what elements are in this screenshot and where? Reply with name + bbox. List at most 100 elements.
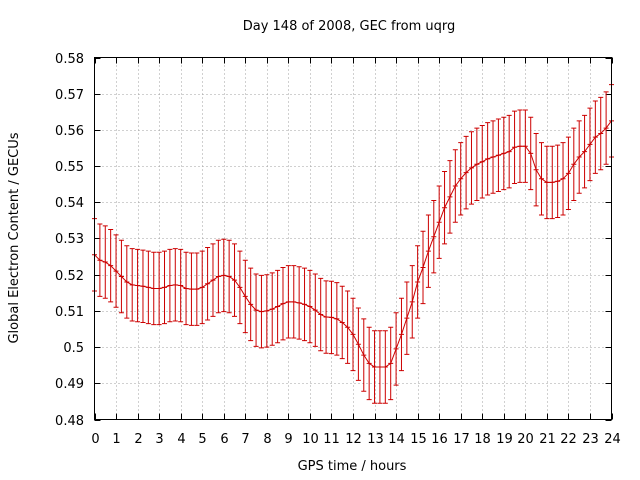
error-bar [528,116,534,191]
x-tick-label: 5 [198,432,206,447]
error-bar [221,238,227,313]
plot-frame [94,57,612,420]
error-bar [151,251,157,326]
error-bar-path [463,135,469,210]
x-tick-label: 2 [134,432,142,447]
error-bar-path [258,274,264,349]
error-bar [275,269,281,344]
error-bar-path [447,160,453,234]
x-tick-label: 8 [263,432,271,447]
error-bar [248,267,254,342]
error-bar [285,265,291,339]
error-bar-path [377,330,383,404]
error-bar [355,307,361,381]
error-bar [576,120,582,194]
error-bar-path [178,248,184,323]
error-bar-path [172,248,178,322]
x-tick-label: 24 [604,432,621,447]
error-bar [452,149,458,223]
error-bar [490,120,496,194]
error-bar [388,326,394,401]
error-bar [183,251,189,326]
error-bar [194,252,200,326]
error-bar-path [468,131,474,205]
x-tick-label: 20 [517,432,534,447]
error-bar-path [592,100,598,174]
error-bar-path [436,185,442,259]
error-bar [302,267,308,342]
x-tick-label: 23 [582,432,599,447]
error-bar [199,250,205,325]
error-bar-path [533,133,539,207]
error-bar [479,125,485,199]
error-bar-path [210,243,216,317]
x-tick-label: 11 [323,432,340,447]
error-bar [334,282,340,356]
y-tick-label: 0.49 [55,377,84,392]
error-bar-path [108,228,114,303]
error-bar-path [571,127,577,201]
x-tick-label: 22 [560,432,577,447]
error-bar-path [544,145,550,220]
error-bar-path [474,127,480,201]
error-bar [571,127,577,201]
error-bar [409,265,415,339]
error-bar [398,297,404,372]
x-tick-label: 18 [474,432,491,447]
error-bar [345,290,351,364]
error-bar [538,142,544,216]
error-bar [269,272,275,346]
error-bar [124,245,130,319]
error-bar-path [517,109,523,183]
error-bar-path [425,214,431,288]
error-bar [549,145,555,220]
error-bar-path [361,318,367,392]
x-tick-label: 17 [453,432,470,447]
error-bar-path [409,265,415,339]
error-bar [102,225,108,299]
x-tick-label: 4 [177,432,185,447]
error-bar-path [339,285,345,360]
error-bar-path [506,114,512,189]
error-bar [372,330,378,404]
error-bar [420,230,426,305]
error-bar-path [393,312,399,386]
x-tick-label: 19 [496,432,513,447]
error-bar-path [248,267,254,342]
error-bar [592,100,598,174]
error-bar [598,96,604,171]
error-bar [393,312,399,386]
error-bar-path [199,250,205,325]
error-bar-path [495,118,501,192]
error-bar-path [345,290,351,364]
x-tick-label: 10 [302,432,319,447]
error-bar-path [512,110,518,184]
error-bar [522,109,528,183]
error-bar-path [264,274,270,348]
error-bar-path [312,273,318,347]
error-bar [560,142,566,216]
error-bar-path [490,120,496,194]
error-bar-path [318,277,324,352]
error-bar-path [291,265,297,339]
error-bar-path [501,116,507,191]
error-bar [145,250,151,325]
error-bar-path [355,307,361,381]
error-bar [264,274,270,348]
error-bar-path [162,250,168,325]
error-bar [442,171,448,245]
error-bar-path [102,225,108,299]
error-bar [258,274,264,349]
error-bar [485,122,491,196]
error-bar-path [598,96,604,171]
error-bar [366,326,372,401]
chart-title: Day 148 of 2008, GEC from uqrg [243,19,456,34]
error-bar-path [565,136,571,211]
error-bar [291,265,297,339]
x-tick-label: 13 [367,432,384,447]
error-bar-path [415,245,421,319]
error-bar [237,250,243,325]
error-bar [232,243,238,317]
x-tick-label: 1 [112,432,120,447]
